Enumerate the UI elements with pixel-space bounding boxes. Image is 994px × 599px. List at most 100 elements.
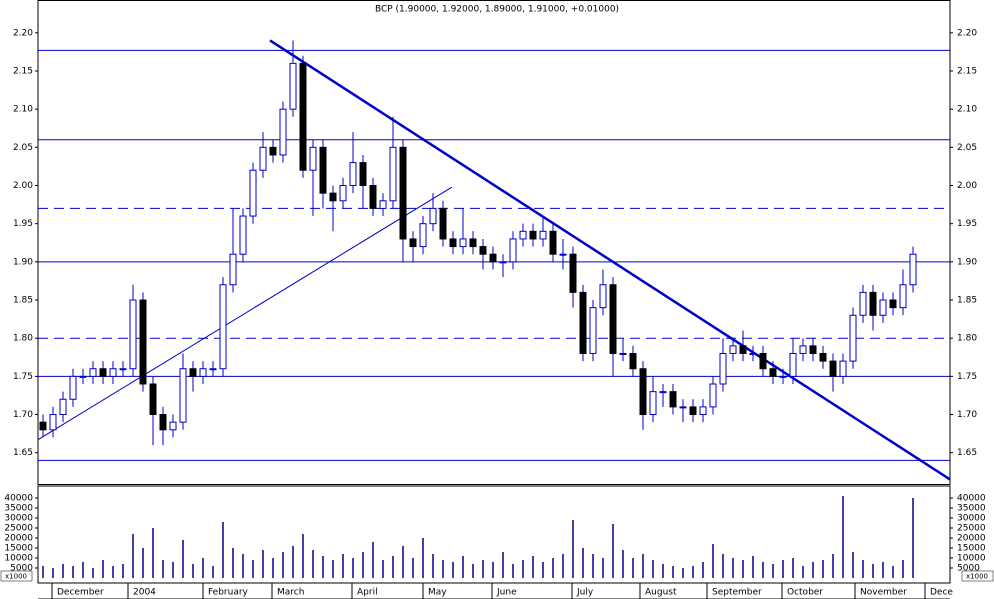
x-tick-label: May bbox=[428, 588, 447, 598]
candle-body bbox=[909, 253, 917, 286]
candle-body bbox=[899, 284, 907, 309]
candle-body bbox=[389, 146, 397, 202]
volume-bar bbox=[902, 560, 904, 578]
volume-bar bbox=[622, 550, 624, 578]
candle-body bbox=[579, 291, 587, 354]
candle-body bbox=[619, 352, 627, 355]
candle-body bbox=[329, 192, 337, 202]
y-tick-label: 15000 bbox=[4, 544, 33, 554]
volume-bar bbox=[402, 546, 404, 578]
candle-body bbox=[679, 406, 687, 409]
volume-bar bbox=[422, 538, 424, 578]
candle-body bbox=[729, 345, 737, 354]
y-tick-label: 2.00 bbox=[13, 181, 33, 191]
y-tick-label: 1.75 bbox=[13, 372, 33, 382]
volume-bar bbox=[372, 542, 374, 578]
volume-bar bbox=[252, 560, 254, 578]
candle-body bbox=[839, 360, 847, 377]
y-tick-label: 1.95 bbox=[957, 219, 977, 229]
volume-frame bbox=[37, 485, 951, 584]
candle-body bbox=[449, 238, 457, 248]
x-tick-label: March bbox=[277, 588, 304, 598]
unit-box bbox=[961, 570, 994, 582]
y-tick-label: 40000 bbox=[957, 494, 986, 504]
candle-body bbox=[659, 391, 667, 394]
x-tick-label: August bbox=[645, 588, 677, 598]
volume-bar bbox=[272, 558, 274, 578]
volume-bar bbox=[542, 562, 544, 578]
y-tick-label: 1.90 bbox=[957, 257, 977, 267]
candle-body bbox=[629, 352, 637, 370]
volume-bar bbox=[702, 562, 704, 578]
candle-body bbox=[169, 421, 177, 431]
y-tick-label: 2.10 bbox=[13, 105, 33, 115]
volume-bar bbox=[342, 554, 344, 578]
candle-body bbox=[819, 352, 827, 362]
candle-body bbox=[549, 230, 557, 255]
volume-bar bbox=[352, 558, 354, 578]
x-tick-label: February bbox=[208, 588, 249, 598]
volume-bar bbox=[302, 534, 304, 578]
candle-body bbox=[809, 345, 817, 354]
x-tick-label: November bbox=[860, 588, 907, 598]
volume-bar bbox=[132, 534, 134, 578]
candle-body bbox=[639, 368, 647, 416]
candle-body bbox=[469, 238, 477, 248]
candle-body bbox=[849, 314, 857, 362]
volume-bar bbox=[192, 564, 194, 578]
candle-body bbox=[759, 352, 767, 370]
volume-bar bbox=[172, 562, 174, 578]
candle-body bbox=[59, 398, 67, 416]
volume-bar bbox=[462, 556, 464, 578]
candle-body bbox=[129, 299, 137, 370]
y-tick-label: 35000 bbox=[957, 504, 986, 514]
y-tick-label: 5000 bbox=[10, 564, 33, 574]
candle-body bbox=[829, 360, 837, 377]
candle-body bbox=[439, 207, 447, 240]
candle-body bbox=[239, 215, 247, 255]
volume-bar bbox=[532, 556, 534, 578]
volume-bar bbox=[632, 558, 634, 578]
volume-bar bbox=[742, 560, 744, 578]
chart-title: BCP (1.90000, 1.92000, 1.89000, 1.91000,… bbox=[375, 5, 619, 15]
volume-bar bbox=[262, 550, 264, 578]
y-tick-label: 20000 bbox=[4, 534, 33, 544]
candle-body bbox=[419, 223, 427, 248]
volume-bar bbox=[852, 552, 854, 578]
candle-body bbox=[569, 253, 577, 293]
volume-bar bbox=[862, 560, 864, 578]
volume-bar bbox=[812, 562, 814, 578]
volume-bar bbox=[522, 560, 524, 578]
volume-bar bbox=[142, 548, 144, 578]
candle-body bbox=[709, 383, 717, 408]
volume-bar bbox=[662, 564, 664, 578]
volume-bar bbox=[672, 566, 674, 578]
candle-body bbox=[39, 421, 47, 431]
candle-body bbox=[479, 246, 487, 255]
volume-bar bbox=[512, 564, 514, 578]
volume-bar bbox=[232, 548, 234, 578]
volume-bar bbox=[772, 564, 774, 578]
candle-body bbox=[209, 368, 217, 371]
volume-bar bbox=[602, 558, 604, 578]
volume-bar bbox=[842, 496, 844, 578]
volume-bar bbox=[62, 564, 64, 578]
candle-body bbox=[769, 368, 777, 377]
candle-body bbox=[309, 146, 317, 171]
volume-bar bbox=[122, 564, 124, 578]
volume-bar bbox=[682, 568, 684, 578]
volume-bar bbox=[292, 546, 294, 578]
candle-body bbox=[349, 162, 357, 187]
candle-body bbox=[699, 406, 707, 416]
volume-bar bbox=[792, 558, 794, 578]
volume-bar bbox=[652, 560, 654, 578]
volume-bar bbox=[692, 566, 694, 578]
volume-bar bbox=[242, 554, 244, 578]
x-tick-label: Dece bbox=[930, 588, 953, 598]
candle-body bbox=[499, 261, 507, 264]
volume-bar bbox=[362, 552, 364, 578]
y-tick-label: 1.65 bbox=[13, 448, 33, 458]
candle-body bbox=[879, 299, 887, 316]
candle-body bbox=[289, 62, 297, 110]
